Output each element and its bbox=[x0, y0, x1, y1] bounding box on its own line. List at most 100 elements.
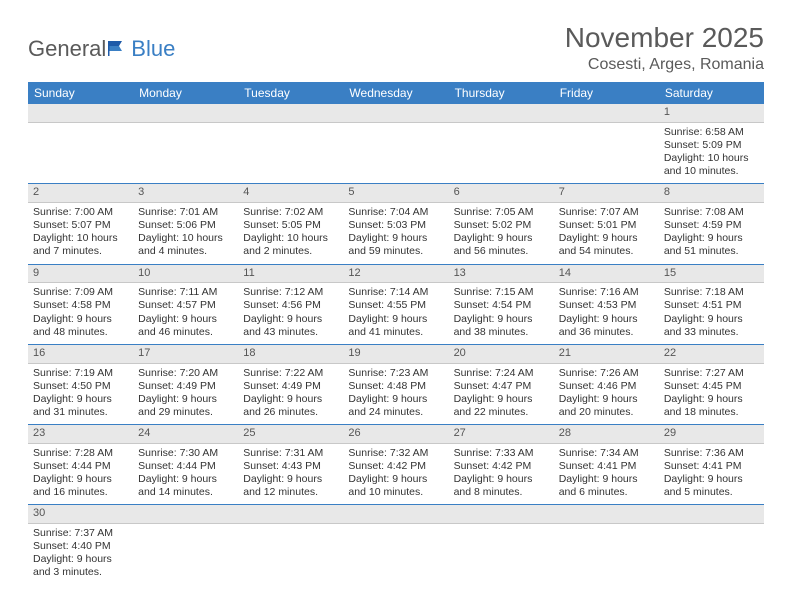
sunrise-text: Sunrise: 7:01 AM bbox=[138, 206, 233, 219]
day-number: 21 bbox=[554, 345, 659, 364]
daylight-text: Daylight: 9 hours and 48 minutes. bbox=[33, 313, 128, 339]
sunset-text: Sunset: 4:50 PM bbox=[33, 380, 128, 393]
sunset-text: Sunset: 4:45 PM bbox=[664, 380, 759, 393]
calendar-day-cell: 4Sunrise: 7:02 AMSunset: 5:05 PMDaylight… bbox=[238, 184, 343, 264]
sunrise-text: Sunrise: 7:09 AM bbox=[33, 286, 128, 299]
day-body: Sunrise: 7:23 AMSunset: 4:48 PMDaylight:… bbox=[343, 364, 448, 425]
calendar-week-row: 30Sunrise: 7:37 AMSunset: 4:40 PMDayligh… bbox=[28, 505, 764, 585]
daylight-text: Daylight: 9 hours and 38 minutes. bbox=[454, 313, 549, 339]
sunrise-text: Sunrise: 7:31 AM bbox=[243, 447, 338, 460]
daylight-text: Daylight: 9 hours and 33 minutes. bbox=[664, 313, 759, 339]
day-number-empty bbox=[343, 505, 448, 524]
flag-icon bbox=[108, 36, 130, 62]
daylight-text: Daylight: 9 hours and 54 minutes. bbox=[559, 232, 654, 258]
day-body: Sunrise: 7:27 AMSunset: 4:45 PMDaylight:… bbox=[659, 364, 764, 425]
sunset-text: Sunset: 5:03 PM bbox=[348, 219, 443, 232]
page-title: November 2025 bbox=[565, 22, 764, 54]
day-number: 16 bbox=[28, 345, 133, 364]
sunset-text: Sunset: 4:48 PM bbox=[348, 380, 443, 393]
sunrise-text: Sunrise: 7:04 AM bbox=[348, 206, 443, 219]
calendar-week-row: 1Sunrise: 6:58 AMSunset: 5:09 PMDaylight… bbox=[28, 104, 764, 184]
calendar-day-cell bbox=[133, 104, 238, 184]
calendar-day-cell: 13Sunrise: 7:15 AMSunset: 4:54 PMDayligh… bbox=[449, 264, 554, 344]
day-number: 12 bbox=[343, 265, 448, 284]
day-body-empty bbox=[133, 123, 238, 173]
daylight-text: Daylight: 9 hours and 22 minutes. bbox=[454, 393, 549, 419]
sunrise-text: Sunrise: 7:19 AM bbox=[33, 367, 128, 380]
day-body: Sunrise: 7:32 AMSunset: 4:42 PMDaylight:… bbox=[343, 444, 448, 505]
day-body: Sunrise: 7:34 AMSunset: 4:41 PMDaylight:… bbox=[554, 444, 659, 505]
calendar-day-cell bbox=[554, 104, 659, 184]
day-number: 8 bbox=[659, 184, 764, 203]
day-number: 23 bbox=[28, 425, 133, 444]
day-number-empty bbox=[133, 104, 238, 123]
daylight-text: Daylight: 10 hours and 4 minutes. bbox=[138, 232, 233, 258]
calendar-day-cell bbox=[238, 505, 343, 585]
day-body-empty bbox=[449, 524, 554, 574]
day-body: Sunrise: 7:26 AMSunset: 4:46 PMDaylight:… bbox=[554, 364, 659, 425]
title-block: November 2025 Cosesti, Arges, Romania bbox=[565, 22, 764, 74]
sunset-text: Sunset: 4:42 PM bbox=[348, 460, 443, 473]
sunset-text: Sunset: 5:06 PM bbox=[138, 219, 233, 232]
daylight-text: Daylight: 9 hours and 14 minutes. bbox=[138, 473, 233, 499]
sunrise-text: Sunrise: 7:05 AM bbox=[454, 206, 549, 219]
day-number-empty bbox=[133, 505, 238, 524]
day-number: 5 bbox=[343, 184, 448, 203]
day-body: Sunrise: 7:30 AMSunset: 4:44 PMDaylight:… bbox=[133, 444, 238, 505]
sunrise-text: Sunrise: 7:14 AM bbox=[348, 286, 443, 299]
day-body-empty bbox=[238, 123, 343, 173]
day-number: 4 bbox=[238, 184, 343, 203]
weekday-header-row: Sunday Monday Tuesday Wednesday Thursday… bbox=[28, 82, 764, 104]
day-number: 6 bbox=[449, 184, 554, 203]
day-body-empty bbox=[238, 524, 343, 574]
day-body-empty bbox=[554, 524, 659, 574]
day-body: Sunrise: 7:31 AMSunset: 4:43 PMDaylight:… bbox=[238, 444, 343, 505]
sunrise-text: Sunrise: 7:33 AM bbox=[454, 447, 549, 460]
day-number: 29 bbox=[659, 425, 764, 444]
day-body: Sunrise: 7:12 AMSunset: 4:56 PMDaylight:… bbox=[238, 283, 343, 344]
calendar-day-cell bbox=[449, 104, 554, 184]
sunset-text: Sunset: 5:02 PM bbox=[454, 219, 549, 232]
daylight-text: Daylight: 9 hours and 8 minutes. bbox=[454, 473, 549, 499]
calendar-day-cell: 22Sunrise: 7:27 AMSunset: 4:45 PMDayligh… bbox=[659, 344, 764, 424]
sunrise-text: Sunrise: 7:12 AM bbox=[243, 286, 338, 299]
day-number-empty bbox=[238, 505, 343, 524]
sunrise-text: Sunrise: 7:28 AM bbox=[33, 447, 128, 460]
calendar-day-cell: 26Sunrise: 7:32 AMSunset: 4:42 PMDayligh… bbox=[343, 425, 448, 505]
day-number: 10 bbox=[133, 265, 238, 284]
calendar-day-cell bbox=[28, 104, 133, 184]
daylight-text: Daylight: 9 hours and 43 minutes. bbox=[243, 313, 338, 339]
day-body-empty bbox=[659, 524, 764, 574]
sunset-text: Sunset: 4:53 PM bbox=[559, 299, 654, 312]
day-number: 26 bbox=[343, 425, 448, 444]
header: General Blue November 2025 Cosesti, Arge… bbox=[28, 22, 764, 74]
day-body: Sunrise: 7:19 AMSunset: 4:50 PMDaylight:… bbox=[28, 364, 133, 425]
daylight-text: Daylight: 9 hours and 51 minutes. bbox=[664, 232, 759, 258]
sunrise-text: Sunrise: 7:24 AM bbox=[454, 367, 549, 380]
sunset-text: Sunset: 4:59 PM bbox=[664, 219, 759, 232]
calendar-day-cell: 19Sunrise: 7:23 AMSunset: 4:48 PMDayligh… bbox=[343, 344, 448, 424]
calendar-day-cell: 12Sunrise: 7:14 AMSunset: 4:55 PMDayligh… bbox=[343, 264, 448, 344]
day-body: Sunrise: 7:20 AMSunset: 4:49 PMDaylight:… bbox=[133, 364, 238, 425]
sunrise-text: Sunrise: 7:00 AM bbox=[33, 206, 128, 219]
calendar-week-row: 23Sunrise: 7:28 AMSunset: 4:44 PMDayligh… bbox=[28, 425, 764, 505]
day-body: Sunrise: 7:05 AMSunset: 5:02 PMDaylight:… bbox=[449, 203, 554, 264]
calendar-day-cell bbox=[343, 505, 448, 585]
day-number: 18 bbox=[238, 345, 343, 364]
sunset-text: Sunset: 4:49 PM bbox=[243, 380, 338, 393]
day-number: 13 bbox=[449, 265, 554, 284]
day-body: Sunrise: 7:37 AMSunset: 4:40 PMDaylight:… bbox=[28, 524, 133, 585]
day-number: 30 bbox=[28, 505, 133, 524]
day-body-empty bbox=[133, 524, 238, 574]
sunrise-text: Sunrise: 7:23 AM bbox=[348, 367, 443, 380]
day-number: 7 bbox=[554, 184, 659, 203]
calendar-day-cell: 20Sunrise: 7:24 AMSunset: 4:47 PMDayligh… bbox=[449, 344, 554, 424]
sunrise-text: Sunrise: 7:22 AM bbox=[243, 367, 338, 380]
calendar-day-cell: 29Sunrise: 7:36 AMSunset: 4:41 PMDayligh… bbox=[659, 425, 764, 505]
daylight-text: Daylight: 9 hours and 5 minutes. bbox=[664, 473, 759, 499]
sunset-text: Sunset: 4:41 PM bbox=[664, 460, 759, 473]
sunrise-text: Sunrise: 7:37 AM bbox=[33, 527, 128, 540]
day-body: Sunrise: 7:22 AMSunset: 4:49 PMDaylight:… bbox=[238, 364, 343, 425]
calendar-day-cell: 3Sunrise: 7:01 AMSunset: 5:06 PMDaylight… bbox=[133, 184, 238, 264]
sunset-text: Sunset: 4:43 PM bbox=[243, 460, 338, 473]
